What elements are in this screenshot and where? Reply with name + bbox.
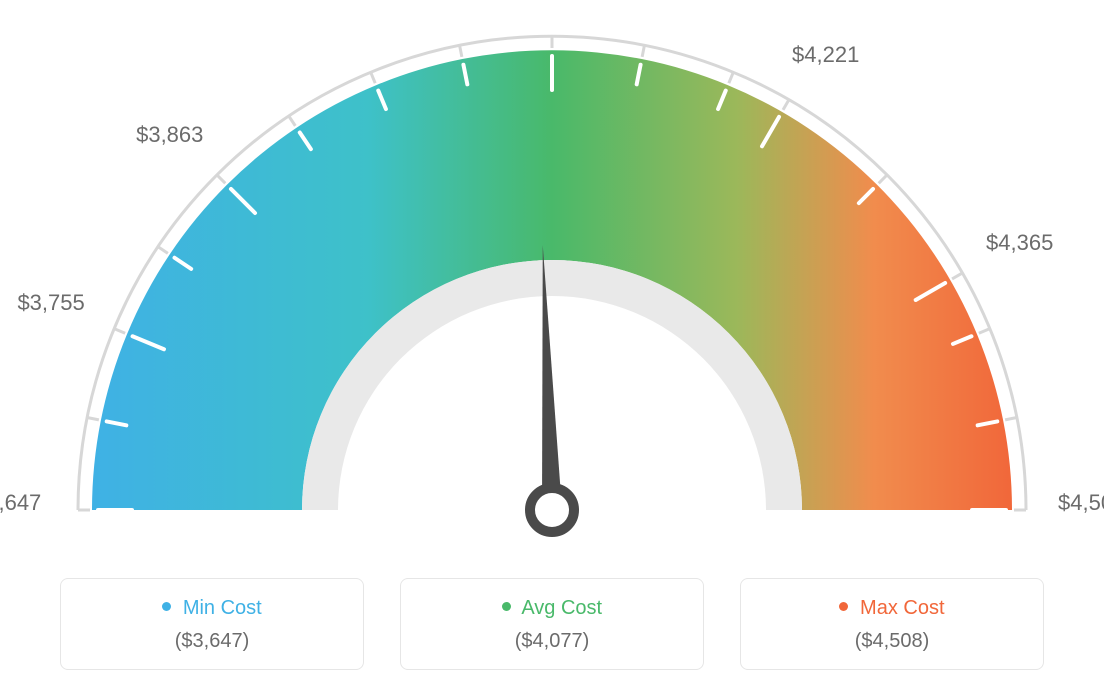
gauge-tick-label: $4,365 [986,230,1053,256]
gauge-chart-container: $3,647$3,755$3,863$4,077$4,221$4,365$4,5… [0,0,1104,690]
legend-title-avg: Avg Cost [411,597,693,620]
legend-value-avg: ($4,077) [411,630,693,653]
legend-dot-max [839,602,848,611]
legend-title-avg-text: Avg Cost [521,597,602,619]
legend-dot-min [162,602,171,611]
legend-card-max: Max Cost ($4,508) [740,578,1044,670]
legend-value-min: ($3,647) [71,630,353,653]
gauge-tick-label: $4,508 [1058,490,1104,516]
legend-title-max: Max Cost [751,597,1033,620]
legend-row: Min Cost ($3,647) Avg Cost ($4,077) Max … [0,578,1104,670]
legend-value-max: ($4,508) [751,630,1033,653]
gauge-tick-label: $3,863 [136,122,203,148]
legend-title-max-text: Max Cost [860,597,944,619]
legend-title-min: Min Cost [71,597,353,620]
legend-card-min: Min Cost ($3,647) [60,578,364,670]
legend-dot-avg [502,602,511,611]
gauge-area: $3,647$3,755$3,863$4,077$4,221$4,365$4,5… [0,0,1104,560]
legend-title-min-text: Min Cost [183,597,262,619]
gauge-tick-label: $3,755 [17,290,84,316]
gauge-tick-label: $3,647 [0,490,41,516]
legend-card-avg: Avg Cost ($4,077) [400,578,704,670]
gauge-svg [0,0,1104,560]
gauge-tick-label: $4,221 [792,42,859,68]
gauge-needle-hub [530,488,574,532]
